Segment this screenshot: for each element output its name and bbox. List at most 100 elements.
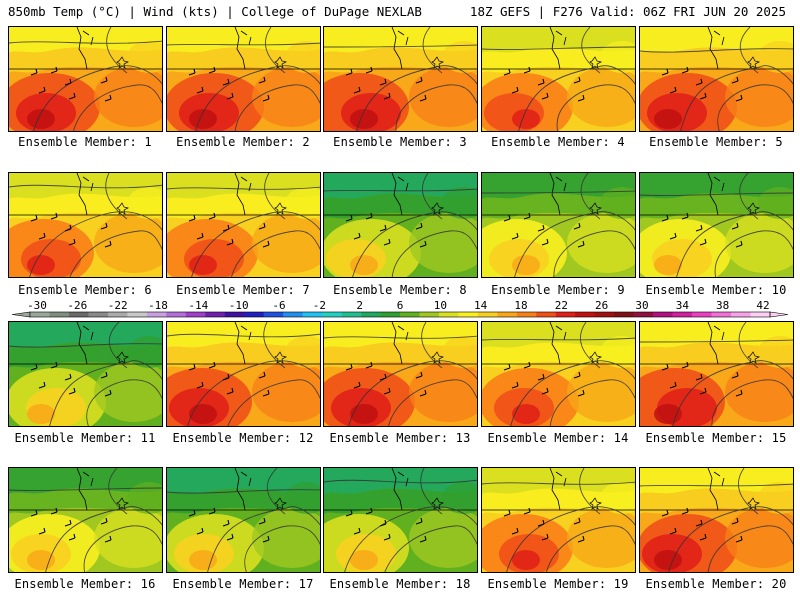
- colorbar-segment: [283, 312, 303, 317]
- height-contours: [9, 322, 162, 426]
- wind-barbs: [503, 507, 585, 543]
- ensemble-member-label: Ensemble Member: 10: [645, 283, 787, 297]
- map-boundaries: [640, 322, 793, 365]
- colorbar-segment: [516, 312, 537, 317]
- height-contours: [324, 173, 477, 277]
- temperature-field-svg: [167, 322, 320, 426]
- height-contours: [482, 468, 635, 572]
- colorbar-tick-label: 22: [555, 299, 568, 312]
- ensemble-member-map: [639, 321, 794, 427]
- valid-time: 18Z GEFS | F276 Valid: 06Z FRI JUN 20 20…: [469, 4, 786, 19]
- colorbar-segment: [224, 312, 245, 317]
- ensemble-member-label: Ensemble Member: 9: [491, 283, 625, 297]
- map-boundaries: [167, 27, 320, 70]
- colorbar-segment: [692, 312, 712, 317]
- colorbar-segment: [594, 312, 615, 317]
- colorbar-segment: [477, 312, 498, 317]
- colorbar-tick-label: 10: [434, 299, 447, 312]
- height-contours: [640, 27, 793, 131]
- ensemble-member-map: [166, 467, 321, 573]
- colorbar-outline: [29, 311, 771, 318]
- temperature-field-svg: [9, 322, 162, 426]
- temperature-field-svg: [324, 468, 477, 572]
- temperature-field-svg: [482, 27, 635, 131]
- colorbar-right-arrow: [769, 311, 789, 318]
- temperature-field-svg: [640, 322, 793, 426]
- ensemble-member-label: Ensemble Member: 16: [14, 577, 156, 591]
- temperature-field-svg: [167, 27, 320, 131]
- temperature-field-svg: [9, 27, 162, 131]
- ensemble-member-map: [323, 321, 478, 427]
- ensemble-member-label: Ensemble Member: 2: [176, 135, 310, 149]
- colorbar-segment: [380, 312, 401, 317]
- height-contours: [482, 27, 635, 131]
- map-boundaries: [640, 468, 793, 511]
- wind-barbs: [30, 361, 112, 397]
- colorbar-tick-label: -22: [108, 299, 128, 312]
- colorbar-tick-label: -14: [188, 299, 208, 312]
- ensemble-member-map: [8, 467, 163, 573]
- wind-barbs: [345, 361, 427, 397]
- height-contours: [167, 322, 320, 426]
- map-boundaries: [167, 173, 320, 216]
- ensemble-member-label: Ensemble Member: 7: [176, 283, 310, 297]
- colorbar-tick-label: 30: [635, 299, 648, 312]
- map-boundaries: [9, 27, 162, 70]
- colorbar-tick-label: 6: [397, 299, 404, 312]
- wind-barbs: [345, 66, 427, 102]
- colorbar-segment: [750, 312, 771, 317]
- ensemble-member-label: Ensemble Member: 6: [18, 283, 152, 297]
- height-contours: [324, 468, 477, 572]
- height-contours: [640, 322, 793, 426]
- map-boundaries: [482, 27, 635, 70]
- temperature-field-svg: [640, 27, 793, 131]
- temperature-field-svg: [167, 173, 320, 277]
- ensemble-member-label: Ensemble Member: 11: [14, 431, 156, 445]
- ensemble-member-label: Ensemble Member: 15: [645, 431, 787, 445]
- colorbar-segment: [419, 312, 440, 317]
- ensemble-member-map: [323, 26, 478, 132]
- colorbar-segment: [88, 312, 109, 317]
- colorbar-segment: [614, 312, 634, 317]
- wind-barbs: [30, 212, 112, 248]
- height-contours: [324, 322, 477, 426]
- colorbar-segment: [166, 312, 187, 317]
- temperature-field-svg: [167, 468, 320, 572]
- colorbar-tick-label: 14: [474, 299, 488, 312]
- colorbar-tick-label: 18: [514, 299, 527, 312]
- height-contours: [640, 468, 793, 572]
- ensemble-member-label: Ensemble Member: 3: [333, 135, 467, 149]
- wind-barbs: [345, 507, 427, 543]
- map-boundaries: [324, 27, 477, 70]
- colorbar-segment: [49, 312, 70, 317]
- colorbar-segment: [30, 312, 50, 317]
- ensemble-member-label: Ensemble Member: 17: [172, 577, 314, 591]
- colorbar-segment: [575, 312, 596, 317]
- ensemble-member-map: [323, 467, 478, 573]
- colorbar-segment: [341, 312, 362, 317]
- wind-barbs: [503, 212, 585, 248]
- ensemble-member-label: Ensemble Member: 4: [491, 135, 625, 149]
- ensemble-member-map: [323, 172, 478, 278]
- height-contours: [167, 173, 320, 277]
- ensemble-member-label: Ensemble Member: 20: [645, 577, 787, 591]
- temperature-field-svg: [482, 468, 635, 572]
- wind-barbs: [188, 212, 270, 248]
- wind-barbs: [30, 66, 112, 102]
- wind-barbs: [188, 507, 270, 543]
- temperature-colorbar: -30 -26 -22 -18 -14 -10 -6 -2 2 6 10 14 18 22 26 30 34 38…: [8, 299, 792, 323]
- temperature-field-svg: [482, 173, 635, 277]
- colorbar-tick-label: 42: [756, 299, 769, 312]
- colorbar-segment: [185, 312, 206, 317]
- ensemble-member-map: [639, 172, 794, 278]
- ensemble-member-map: [481, 467, 636, 573]
- ensemble-member-label: Ensemble Member: 14: [487, 431, 629, 445]
- colorbar-segment: [205, 312, 226, 317]
- colorbar-tick-label: -18: [148, 299, 168, 312]
- colorbar-segment: [107, 312, 128, 317]
- ensemble-member-map: [481, 172, 636, 278]
- map-boundaries: [482, 322, 635, 365]
- colorbar-segment: [633, 312, 654, 317]
- height-contours: [9, 27, 162, 131]
- height-contours: [9, 173, 162, 277]
